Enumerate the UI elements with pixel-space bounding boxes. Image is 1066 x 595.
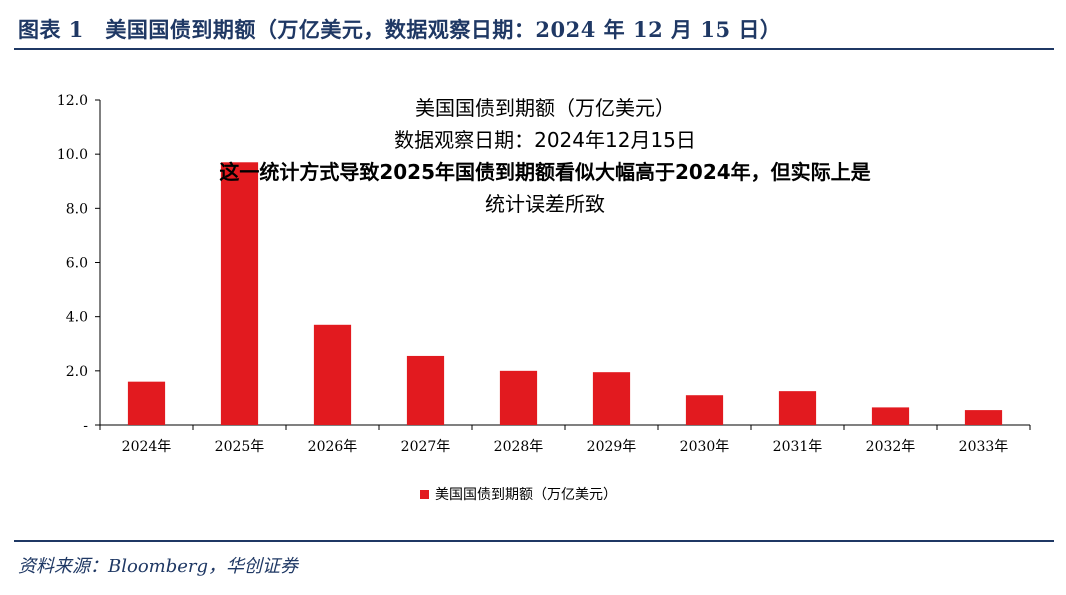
- y-tick-label: 12.0: [57, 93, 88, 109]
- footer-divider: [14, 540, 1054, 542]
- bar-2032年: [871, 407, 910, 425]
- legend-swatch: [420, 489, 429, 499]
- x-tick-label: 2031年: [773, 439, 823, 455]
- x-tick-label: 2026年: [308, 439, 358, 455]
- bar-2026年: [313, 324, 352, 425]
- legend-label: 美国国债到期额（万亿美元）: [435, 487, 617, 503]
- x-tick-label: 2027年: [401, 439, 451, 455]
- x-tick-label: 2025年: [215, 439, 265, 455]
- chart-legend: 美国国债到期额（万亿美元）: [420, 484, 617, 504]
- bar-2028年: [499, 370, 538, 425]
- overlay-line-2: 数据观察日期：2024年12月15日: [394, 128, 696, 152]
- x-tick-label: 2024年: [122, 439, 172, 455]
- y-tick-label: 8.0: [66, 201, 88, 217]
- bar-2030年: [685, 395, 724, 425]
- bar-2024年: [127, 381, 166, 425]
- figure-header: 图表 1 美国国债到期额（万亿美元，数据观察日期：2024 年 12 月 15 …: [14, 8, 1054, 50]
- x-tick-label: 2030年: [680, 439, 730, 455]
- bar-2029年: [592, 372, 631, 425]
- bar-2025年: [220, 162, 259, 425]
- bar-2031年: [778, 391, 817, 425]
- bar-2033年: [964, 410, 1003, 425]
- x-tick-label: 2029年: [587, 439, 637, 455]
- y-tick-label: -: [83, 418, 88, 434]
- x-tick-label: 2033年: [959, 439, 1009, 455]
- y-tick-label: 10.0: [57, 147, 88, 163]
- overlay-line-1: 美国国债到期额（万亿美元）: [415, 96, 675, 120]
- source-note: 资料来源：Bloomberg，华创证券: [18, 556, 299, 577]
- y-tick-label: 4.0: [66, 310, 88, 326]
- chart-overlay-text: 美国国债到期额（万亿美元） 数据观察日期：2024年12月15日 这一统计方式导…: [40, 92, 1050, 220]
- figure-title: 图表 1 美国国债到期额（万亿美元，数据观察日期：2024 年 12 月 15 …: [18, 17, 782, 42]
- bar-chart: - 2.0 4.0 6.0 8.0 10.0 12.0 2024年 2025年 2026年 2027…: [57, 93, 1031, 455]
- bar-2027年: [406, 355, 445, 425]
- overlay-line-4: 统计误差所致: [485, 192, 605, 216]
- overlay-line-3: 这一统计方式导致2025年国债到期额看似大幅高于2024年，但实际上是: [219, 160, 871, 184]
- x-tick-label: 2028年: [494, 439, 544, 455]
- y-tick-label: 6.0: [66, 256, 88, 272]
- x-tick-label: 2032年: [866, 439, 916, 455]
- chart-area: - 2.0 4.0 6.0 8.0 10.0 12.0 2024年 2025年 2026年 2027…: [0, 60, 1066, 510]
- y-tick-label: 2.0: [66, 364, 88, 380]
